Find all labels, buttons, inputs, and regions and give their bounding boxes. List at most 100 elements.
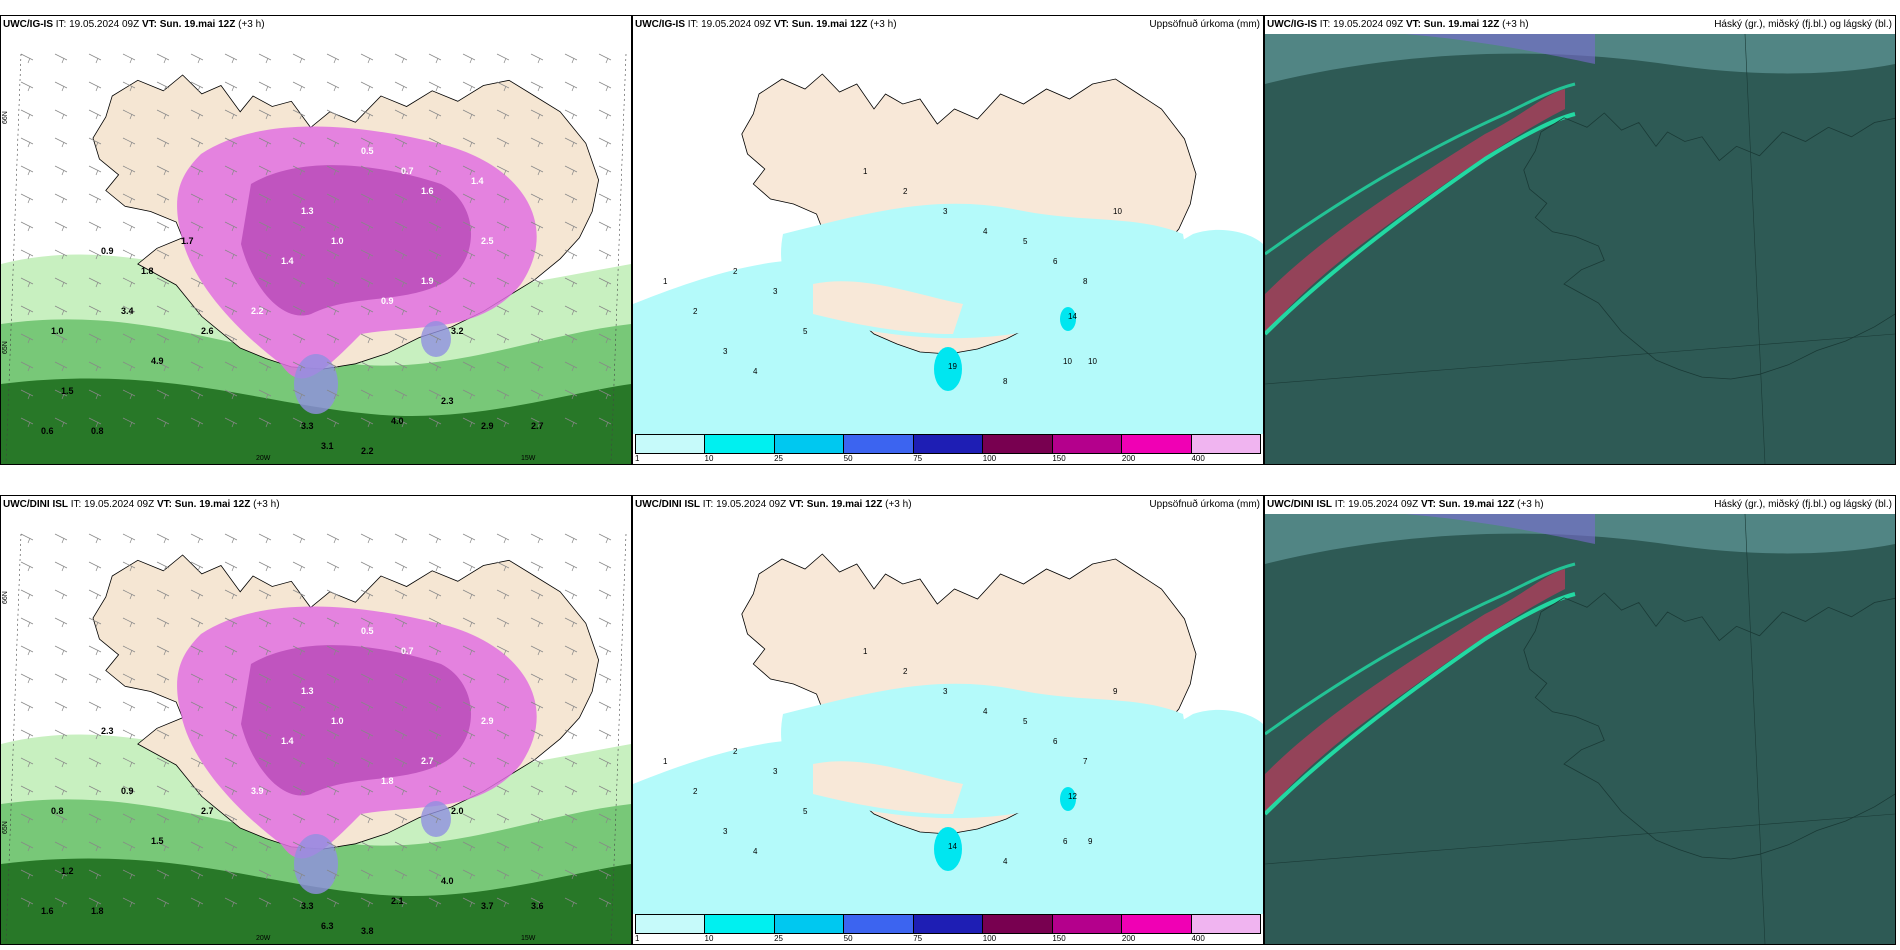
panel-precip-rate-dini: UWC/DINI ISL IT: 19.05.2024 09Z VT: Sun.… (0, 495, 632, 945)
accum-value-label: 6 (1063, 837, 1068, 846)
legend-swatch (1122, 915, 1192, 933)
panel-accum-dini: UWC/DINI ISL IT: 19.05.2024 09Z VT: Sun.… (632, 495, 1264, 945)
accum-value-label: 8 (1083, 277, 1088, 286)
accum-value-label: 4 (983, 707, 988, 716)
accum-value-label: 7 (1083, 757, 1088, 766)
legend-swatch (1191, 915, 1260, 933)
precip-value-label: 0.8 (91, 426, 104, 436)
precip-value-label: 2.9 (481, 421, 494, 431)
lat-label: 66N (2, 111, 9, 124)
legend-tick-label: 75 (913, 454, 923, 463)
accum-value-label: 10 (1113, 207, 1122, 216)
accum-value-label: 8 (1003, 377, 1008, 386)
legend-tick-label: 25 (774, 454, 784, 463)
accum-value-label: 4 (983, 227, 988, 236)
precip-value-label: 4.9 (151, 356, 164, 366)
lat-label: 65N (2, 821, 9, 834)
precip-value-label: 2.0 (451, 806, 464, 816)
accum-value-label: 12 (1068, 792, 1077, 801)
legend-tick-label: 1 (635, 454, 640, 463)
legend-swatch (1052, 915, 1123, 933)
precip-value-label: 2.3 (441, 396, 454, 406)
legend-tick-label: 50 (843, 934, 853, 943)
panel-title: UWC/IG-IS IT: 19.05.2024 09Z VT: Sun. 19… (1267, 19, 1529, 30)
precip-value-label: 1.3 (301, 686, 314, 696)
legend-swatch (844, 435, 914, 453)
precip-value-label: 1.2 (61, 866, 74, 876)
legend-swatch (1052, 435, 1123, 453)
legend-tick-label: 1 (635, 934, 640, 943)
legend-tick-label: 10 (704, 454, 714, 463)
legend-swatch (1122, 435, 1192, 453)
precip-value-label: 1.4 (471, 176, 484, 186)
panel-accum-igis: UWC/IG-IS IT: 19.05.2024 09Z VT: Sun. 19… (632, 15, 1264, 465)
accum-value-label: 3 (943, 687, 948, 696)
legend-swatch (705, 915, 775, 933)
legend-tick-label: 200 (1121, 454, 1136, 463)
accum-value-label: 14 (1068, 312, 1077, 321)
precip-value-label: 2.7 (421, 756, 434, 766)
precip-value-label: 0.8 (51, 806, 64, 816)
panel-title: UWC/DINI ISL IT: 19.05.2024 09Z VT: Sun.… (3, 499, 280, 510)
precip-value-label: 3.1 (321, 441, 334, 451)
legend-tick-label: 100 (982, 934, 997, 943)
precip-value-label: 0.9 (101, 246, 114, 256)
precip-value-label: 3.4 (121, 306, 134, 316)
legend-swatch (913, 915, 984, 933)
precip-value-label: 1.9 (421, 276, 434, 286)
lon-label: 15W (521, 935, 536, 942)
precip-value-label: 1.0 (331, 236, 344, 246)
panel-title: UWC/DINI ISL IT: 19.05.2024 09Z VT: Sun.… (635, 499, 912, 510)
panel-cloud-dini: UWC/DINI ISL IT: 19.05.2024 09Z VT: Sun.… (1264, 495, 1896, 945)
accum-value-label: 3 (723, 347, 728, 356)
accum-value-label: 9 (1088, 837, 1093, 846)
precip-value-label: 1.7 (181, 236, 194, 246)
panel-cloud-igis: UWC/IG-IS IT: 19.05.2024 09Z VT: Sun. 19… (1264, 15, 1896, 465)
precip-value-label: 1.8 (91, 906, 104, 916)
precip-value-label: 3.9 (251, 786, 264, 796)
precip-value-label: 1.6 (41, 906, 54, 916)
legend-tick-label: 150 (1052, 454, 1066, 463)
precip-value-label: 1.5 (61, 386, 74, 396)
accum-value-label: 14 (948, 842, 957, 851)
lat-label: 66N (2, 591, 9, 604)
accum-value-label: 1 (663, 757, 668, 766)
accum-value-label: 6 (1053, 257, 1058, 266)
legend-tick-label: 25 (774, 934, 784, 943)
lon-label: 20W (256, 935, 271, 942)
precip-value-label: 3.7 (481, 901, 494, 911)
precip-value-label: 0.9 (381, 296, 394, 306)
accum-value-label: 2 (903, 187, 908, 196)
accum-value-label: 2 (903, 667, 908, 676)
accum-value-label: 2 (733, 747, 738, 756)
panel-title: UWC/IG-IS IT: 19.05.2024 09Z VT: Sun. 19… (3, 19, 265, 30)
legend-swatch (774, 915, 845, 933)
precip-value-label: 1.8 (381, 776, 394, 786)
accum-value-label: 5 (1023, 717, 1028, 726)
accum-value-label: 4 (753, 367, 758, 376)
panel-right-label: Uppsöfnuð úrkoma (mm) (1149, 499, 1260, 510)
precip-value-label: 6.3 (321, 921, 334, 931)
legend-swatch (774, 435, 845, 453)
accum-value-label: 3 (943, 207, 948, 216)
precip-value-label: 0.6 (41, 426, 54, 436)
precip-value-label: 4.0 (391, 416, 404, 426)
accum-map: 1 2 3 4 5 6 8 10 14 19 2 3 5 1 2 3 4 10 10 8 (633, 34, 1263, 434)
precip-value-label: 2.1 (391, 896, 404, 906)
accum-value-label: 6 (1053, 737, 1058, 746)
accum-value-label: 1 (863, 167, 868, 176)
precip-value-label: 1.5 (151, 836, 164, 846)
precip-value-label: 2.2 (251, 306, 264, 316)
precip-value-label: 0.7 (401, 646, 414, 656)
panel-precip-rate-igis: UWC/IG-IS IT: 19.05.2024 09Z VT: Sun. 19… (0, 15, 632, 465)
panel-right-label: Háský (gr.), miðský (fj.bl.) og lágský (… (1714, 499, 1892, 510)
lat-label: 65N (2, 341, 9, 354)
precip-value-label: 3.6 (531, 901, 544, 911)
legend-swatch (913, 435, 984, 453)
legend-swatch (636, 915, 706, 933)
accum-value-label: 5 (1023, 237, 1028, 246)
accum-value-label: 9 (1113, 687, 1118, 696)
accum-value-label: 2 (693, 307, 698, 316)
legend-tick-label: 400 (1191, 934, 1205, 943)
